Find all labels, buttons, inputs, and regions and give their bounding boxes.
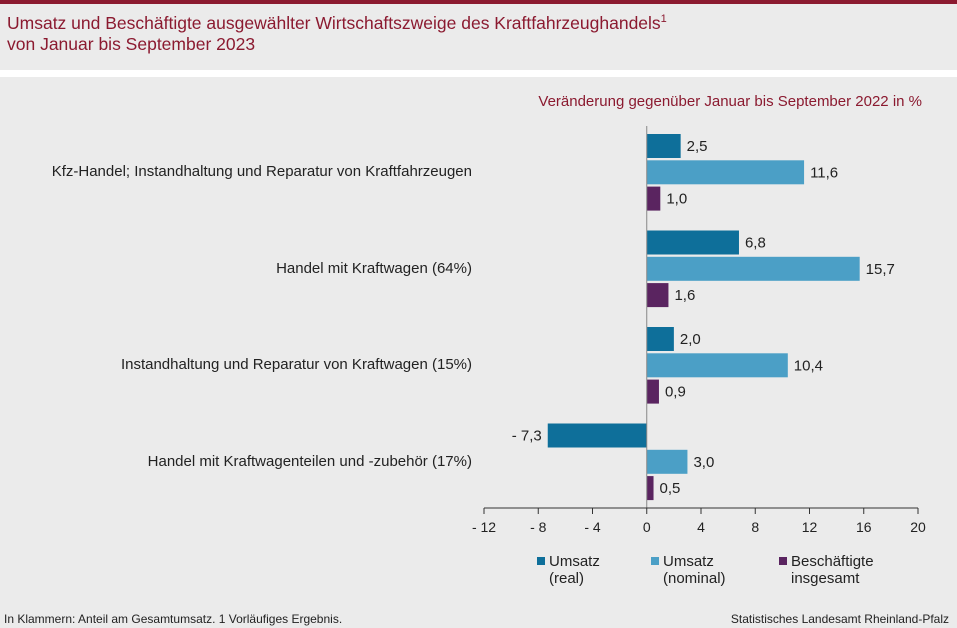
category-label: Kfz-Handel; Instandhaltung und Reparatur… xyxy=(51,163,472,181)
category-label: Instandhaltung und Reparatur von Kraftwa… xyxy=(120,356,472,374)
data-label: 0,5 xyxy=(660,480,681,497)
legend-label-umsatz-nominal: Umsatz (nominal) xyxy=(663,553,726,587)
data-label: 1,6 xyxy=(674,287,695,304)
bar xyxy=(646,327,674,351)
x-tick-label: - 4 xyxy=(584,519,601,535)
legend-label-umsatz-real: Umsatz (real) xyxy=(549,553,600,587)
x-tick-label: - 8 xyxy=(530,519,547,535)
data-label: 2,0 xyxy=(680,331,701,348)
data-label: 11,6 xyxy=(810,164,838,181)
data-label: 2,5 xyxy=(687,138,708,155)
bar xyxy=(646,283,669,308)
x-tick-label: 8 xyxy=(751,519,759,535)
title-footnote-mark: 1 xyxy=(660,13,667,25)
data-label: 6,8 xyxy=(745,235,766,252)
x-tick-label: 12 xyxy=(802,519,818,535)
x-tick-label: 4 xyxy=(697,519,705,535)
chart-subtitle: Veränderung gegenüber Januar bis Septemb… xyxy=(538,93,922,110)
category-label: Handel mit Kraftwagen (64%) xyxy=(276,259,472,277)
legend-swatch-umsatz-real xyxy=(537,557,545,565)
data-label: - 7,3 xyxy=(512,428,542,445)
bar xyxy=(646,379,659,404)
bar xyxy=(646,186,661,211)
x-tick-label: 20 xyxy=(910,519,926,535)
legend-swatch-umsatz-nominal xyxy=(651,557,659,565)
bar xyxy=(646,449,688,474)
data-label: 0,9 xyxy=(665,384,686,401)
x-tick-label: - 12 xyxy=(472,519,496,535)
data-label: 15,7 xyxy=(866,261,895,278)
title-line2: von Januar bis September 2023 xyxy=(7,34,256,54)
top-accent-bar xyxy=(0,0,957,4)
title-divider xyxy=(0,70,957,77)
chart-title: Umsatz und Beschäftigte ausgewählter Wir… xyxy=(7,13,667,55)
bar xyxy=(646,256,860,281)
bar xyxy=(646,160,805,185)
footnote: In Klammern: Anteil am Gesamtumsatz. 1 V… xyxy=(4,612,343,626)
legend-label-beschaeftigte: Beschäftigte insgesamt xyxy=(791,553,874,587)
bar xyxy=(547,423,647,448)
bar xyxy=(646,353,788,378)
x-tick-label: 0 xyxy=(643,519,651,535)
bar xyxy=(646,134,681,158)
data-label: 3,0 xyxy=(693,454,714,471)
title-line1: Umsatz und Beschäftigte ausgewählter Wir… xyxy=(7,13,661,33)
x-tick-label: 16 xyxy=(856,519,872,535)
data-label: 1,0 xyxy=(666,191,687,208)
bar xyxy=(646,476,654,501)
bar xyxy=(646,230,739,255)
data-label: 10,4 xyxy=(794,357,823,374)
legend-swatch-beschaeftigte xyxy=(779,557,787,565)
category-label: Handel mit Kraftwagenteilen und -zubehör… xyxy=(147,452,472,470)
source-credit: Statistisches Landesamt Rheinland-Pfalz xyxy=(730,612,949,626)
